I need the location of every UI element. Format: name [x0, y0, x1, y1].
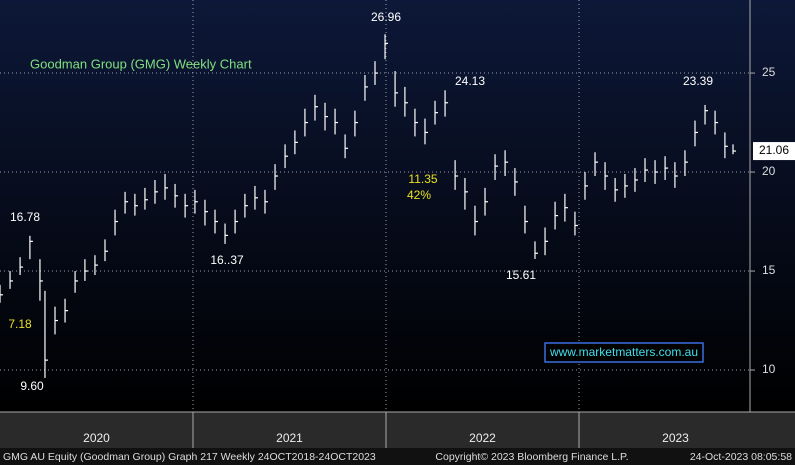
footer-right: 24-Oct-2023 08:05:58	[690, 451, 792, 463]
x-tick-label: 2022	[469, 431, 496, 445]
annotation: 42%	[407, 188, 431, 202]
footer-center: Copyright© 2023 Bloomberg Finance L.P.	[435, 451, 628, 463]
annotation: 7.18	[8, 317, 32, 331]
y-tick-label: 20	[762, 164, 776, 178]
chart-title: Goodman Group (GMG) Weekly Chart	[30, 56, 252, 71]
annotation: 9.60	[20, 379, 44, 393]
last-price-label: 21.06	[759, 143, 789, 157]
y-tick-label: 10	[762, 362, 776, 376]
x-axis-band	[0, 412, 795, 448]
annotation: 16.78	[10, 210, 40, 224]
annotation: 26.96	[371, 10, 401, 24]
x-tick-label: 2020	[83, 431, 110, 445]
x-tick-label: 2023	[662, 431, 689, 445]
y-tick-label: 25	[762, 65, 776, 79]
x-tick-label: 2021	[276, 431, 303, 445]
footer-band	[0, 448, 795, 465]
y-tick-label: 15	[762, 263, 776, 277]
footer-left: GMG AU Equity (Goodman Group) Graph 217 …	[3, 451, 376, 463]
annotation: 11.35	[408, 172, 437, 186]
annotation: 23.39	[683, 74, 713, 88]
watermark-box	[544, 342, 704, 363]
last-price-box	[753, 142, 795, 161]
annotation: 24.13	[455, 74, 485, 88]
watermark: www.marketmatters.com.au	[549, 345, 698, 359]
annotation: 15.61	[506, 268, 536, 282]
annotation: 16..37	[210, 253, 244, 267]
